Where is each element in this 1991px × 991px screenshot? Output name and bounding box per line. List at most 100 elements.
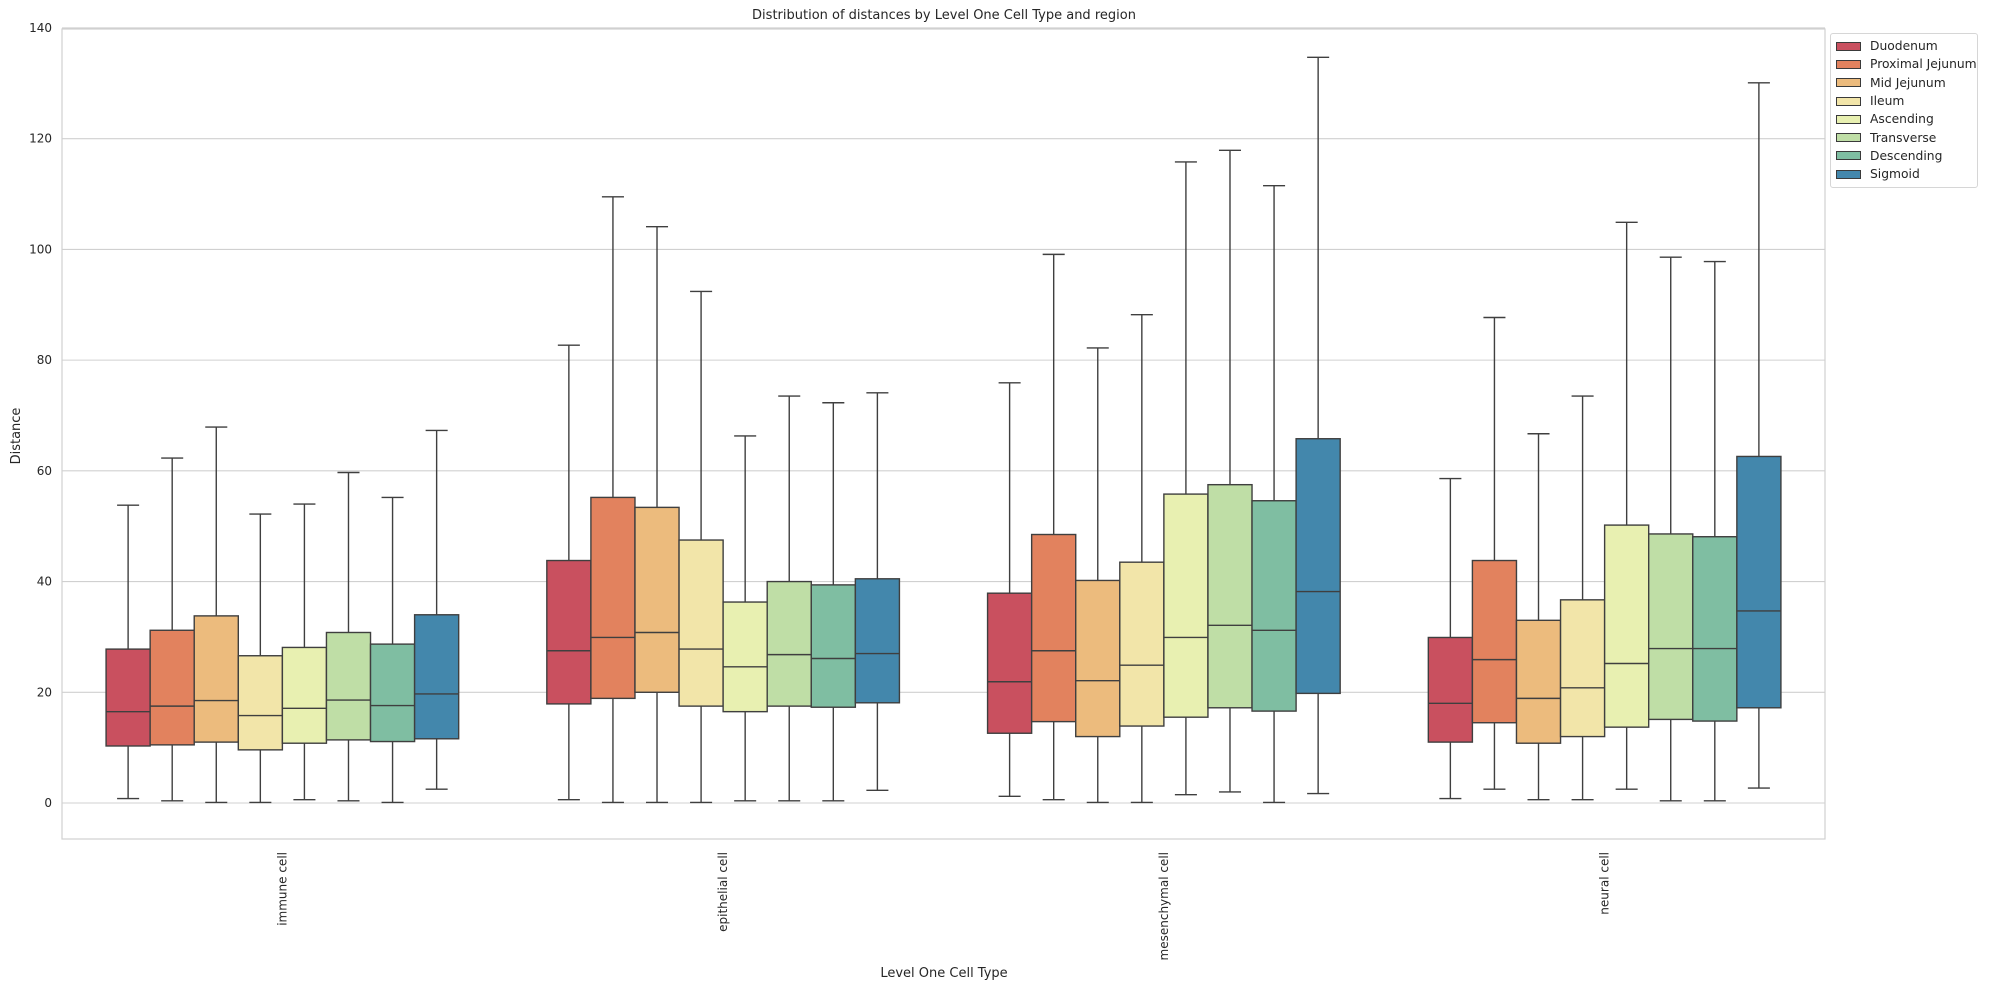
box-proximal-jejunum-epithelial-cell [590, 196, 636, 804]
box-proximal-jejunum-mesenchymal-cell [1030, 253, 1077, 801]
iqr-box [546, 559, 592, 705]
iqr-box [854, 578, 901, 704]
legend-label: Descending [1870, 148, 1943, 163]
legend-item: Ileum [1831, 92, 1977, 110]
iqr-box [1075, 579, 1121, 738]
box-sigmoid-neural-cell [1736, 82, 1782, 789]
x-tick-labels: immune cell epithelial cell mesenchymal ce… [275, 852, 1611, 960]
iqr-box [369, 643, 416, 743]
iqr-box [325, 631, 372, 741]
legend-label: Proximal Jejunum [1870, 57, 1977, 72]
box-transverse-epithelial-cell [766, 395, 812, 802]
box-descending-immune-cell [369, 496, 416, 804]
x-tick-label: neural cell [1598, 852, 1612, 915]
iqr-box [193, 615, 240, 743]
box-duodenum-neural-cell [1427, 477, 1474, 800]
y-tick-label: 120 [29, 132, 52, 146]
box-mid-jejunum-mesenchymal-cell [1075, 347, 1121, 804]
legend-swatch [1836, 41, 1861, 51]
y-tick-label: 140 [29, 21, 52, 35]
box-ascending-epithelial-cell [722, 435, 768, 802]
iqr-box [413, 614, 460, 740]
legend: Duodenum Proximal Jejunum Mid Jejunum Ileum… [1830, 33, 1978, 189]
y-tick-label: 40 [37, 575, 52, 589]
iqr-box [766, 580, 812, 707]
iqr-box [1736, 455, 1782, 709]
iqr-box [1427, 636, 1474, 743]
box-transverse-neural-cell [1647, 256, 1694, 802]
y-axis-label: Distance [9, 408, 24, 465]
box-duodenum-epithelial-cell [546, 344, 592, 801]
iqr-box [1163, 493, 1209, 718]
legend-swatch [1836, 59, 1861, 69]
legend-label: Ascending [1870, 112, 1934, 127]
iqr-box [1559, 599, 1606, 738]
legend-item: Proximal Jejunum [1831, 55, 1977, 73]
iqr-box [1647, 533, 1694, 721]
y-tick-label: 100 [29, 242, 52, 256]
y-tick-label: 0 [44, 796, 52, 810]
legend-label: Sigmoid [1870, 167, 1920, 182]
legend-label: Ileum [1870, 94, 1905, 109]
iqr-box [1515, 619, 1562, 744]
iqr-box [590, 496, 636, 700]
legend-swatch [1836, 96, 1861, 106]
legend-item: Mid Jejunum [1831, 74, 1977, 92]
box-ileum-neural-cell [1559, 395, 1606, 801]
x-tick-label: mesenchymal cell [1157, 852, 1171, 960]
iqr-box [281, 646, 328, 744]
iqr-box [149, 629, 195, 746]
box-transverse-immune-cell [325, 471, 372, 802]
y-tick-labels: 0 20 40 60 80 100 120 140 [29, 21, 52, 810]
iqr-box [678, 539, 724, 707]
chart-title: Distribution of distances by Level One C… [752, 8, 1136, 23]
legend-label: Mid Jejunum [1870, 75, 1946, 90]
iqr-box [810, 584, 857, 708]
box-mid-jejunum-epithelial-cell [634, 226, 680, 804]
box-ascending-neural-cell [1603, 221, 1650, 790]
box-descending-mesenchymal-cell [1251, 185, 1297, 804]
iqr-box [722, 601, 768, 713]
box-sigmoid-immune-cell [413, 429, 460, 790]
y-tick-label: 80 [37, 353, 52, 367]
iqr-box [1692, 536, 1738, 722]
iqr-box [1119, 561, 1165, 727]
legend-swatch [1836, 78, 1861, 88]
legend-item: Ascending [1831, 110, 1977, 128]
iqr-box [1030, 533, 1077, 723]
legend-item: Transverse [1831, 128, 1977, 146]
box-ascending-mesenchymal-cell [1163, 161, 1209, 796]
box-transverse-mesenchymal-cell [1207, 149, 1253, 793]
iqr-box [1471, 559, 1518, 724]
iqr-box [105, 648, 151, 747]
legend-swatch [1836, 151, 1861, 161]
x-axis-label: Level One Cell Type [880, 966, 1007, 981]
box-ileum-immune-cell [237, 513, 284, 804]
x-tick-label: epithelial cell [716, 852, 730, 932]
iqr-box [1295, 438, 1341, 695]
box-sigmoid-epithelial-cell [854, 392, 901, 791]
legend-label: Duodenum [1870, 39, 1938, 54]
x-tick-label: immune cell [275, 852, 289, 926]
legend-swatch [1836, 114, 1861, 124]
iqr-box [237, 655, 284, 751]
iqr-box [634, 506, 680, 693]
box-ascending-immune-cell [281, 503, 328, 801]
box-sigmoid-mesenchymal-cell [1295, 56, 1341, 795]
legend-item: Sigmoid [1831, 165, 1977, 183]
box-mid-jejunum-immune-cell [193, 426, 240, 804]
legend-swatch [1836, 133, 1861, 143]
legend-label: Transverse [1870, 130, 1937, 145]
legend-item: Descending [1831, 147, 1977, 165]
iqr-box [1603, 524, 1650, 728]
box-duodenum-immune-cell [105, 504, 151, 800]
legend-swatch [1836, 169, 1861, 179]
iqr-box [1207, 483, 1253, 709]
y-tick-label: 20 [37, 685, 52, 699]
legend-item: Duodenum [1831, 37, 1977, 55]
y-tick-label: 60 [37, 464, 52, 478]
boxes [105, 56, 1782, 804]
box-proximal-jejunum-immune-cell [149, 457, 195, 802]
iqr-box [1251, 500, 1297, 712]
